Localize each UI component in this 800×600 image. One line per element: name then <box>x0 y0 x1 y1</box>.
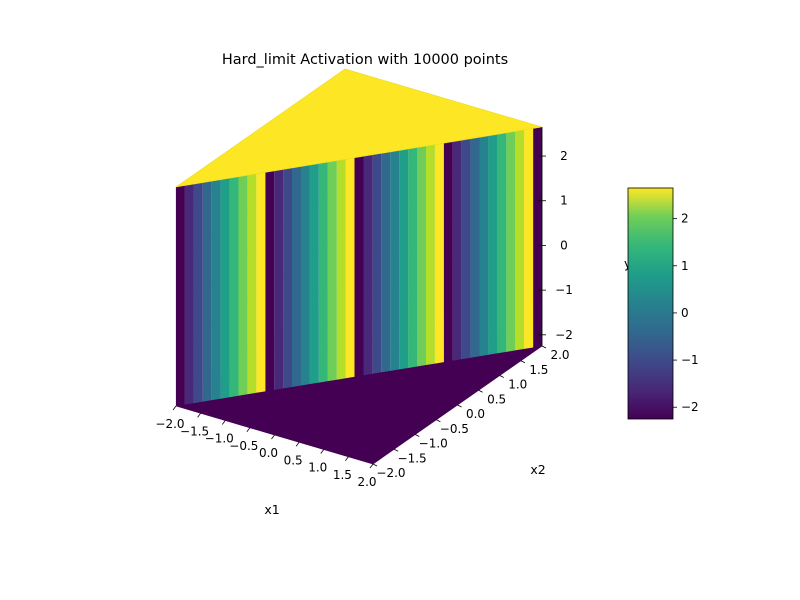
y-tick-mark <box>393 448 399 452</box>
step-wall-segment <box>381 151 391 373</box>
colorbar-tick-label: 2 <box>681 212 689 226</box>
x-tick-label: 0.5 <box>284 453 303 467</box>
step-wall-segment <box>479 135 489 357</box>
z-axis: −2 −1 0 1 2 <box>538 127 573 346</box>
step-wall-segment <box>193 182 203 404</box>
step-wall-segment <box>363 154 373 376</box>
x-tick-mark <box>295 442 300 447</box>
x-tick-label: 0.0 <box>259 446 278 460</box>
y-axis-label: x2 <box>530 462 545 477</box>
y-tick-mark <box>372 463 378 467</box>
step-wall-segment <box>354 156 364 377</box>
step-wall-segment <box>265 170 275 392</box>
step-wall-segment <box>399 149 409 370</box>
step-wall-segment <box>318 162 328 383</box>
chart-title: Hard_limit Activation with 10000 points <box>222 52 508 68</box>
x-tick-label: −2.0 <box>155 417 184 431</box>
step-wall-segment <box>247 173 257 395</box>
step-wall-segment <box>309 163 319 384</box>
step-wall-segment <box>274 169 284 390</box>
step-wall-segment <box>345 157 355 379</box>
x-axis-label: x1 <box>264 502 279 517</box>
x-tick-label: 1.0 <box>308 461 327 475</box>
x-tick-mark <box>197 413 201 418</box>
step-wall-segment <box>434 143 444 364</box>
z-tick-label: −1 <box>555 283 573 297</box>
colorbar: −2 −1 0 1 2 <box>627 187 699 420</box>
x-tick-mark <box>320 449 325 454</box>
step-wall-segment <box>327 160 337 382</box>
step-wall-segment <box>417 146 426 367</box>
z-tick-label: 1 <box>560 194 568 208</box>
step-wall-segment <box>533 127 542 348</box>
y-tick-mark <box>520 360 526 364</box>
y-tick-mark <box>415 434 420 437</box>
colorbar-tick-label: −1 <box>681 353 699 367</box>
step-wall-segment <box>372 153 382 374</box>
z-tick-label: 2 <box>560 149 568 163</box>
y-tick-label: −1.0 <box>419 437 448 451</box>
step-wall-segment <box>220 178 230 399</box>
x-axis: −2.0−1.5−1.0−0.50.0 0.5 1.0 1.5 2.0 <box>155 405 377 489</box>
step-wall-segment <box>301 165 310 386</box>
y-tick-label: 0.5 <box>487 392 506 406</box>
y-tick-label: −2.0 <box>376 466 405 480</box>
step-wall-segment <box>283 168 292 389</box>
colorbar-tick-label: −2 <box>681 400 699 414</box>
y-tick-mark <box>478 389 483 393</box>
y-tick-label: 1.0 <box>508 378 527 392</box>
colorbar-ticks: −2 −1 0 1 2 <box>673 212 699 414</box>
step-wall-segment <box>408 147 417 368</box>
step-wall-segment <box>515 129 525 351</box>
high-plane <box>175 68 543 188</box>
x-tick-label: −1.0 <box>205 432 234 446</box>
step-wall-segment <box>470 137 480 358</box>
step-wall-segment <box>506 131 516 352</box>
step-wall-segment <box>443 141 453 363</box>
step-wall-segment <box>176 185 185 406</box>
y-tick-mark <box>499 375 504 378</box>
y-axis: −2.0−1.5−1.0−0.50.00.51.01.52.0 <box>372 345 570 480</box>
z-tick-label: −2 <box>555 328 573 342</box>
y-tick-mark <box>541 345 547 349</box>
step-wall-segment <box>238 175 248 396</box>
step-wall-segment <box>426 144 435 365</box>
x-tick-label: −0.5 <box>229 439 258 453</box>
step-wall-segment <box>184 184 194 405</box>
y-tick-mark <box>457 404 462 408</box>
step-wall-segment <box>461 138 471 360</box>
x-tick-mark <box>221 420 226 425</box>
step-wall-segment <box>452 140 462 361</box>
step-wall-segment <box>488 134 498 355</box>
x-tick-mark <box>246 427 251 432</box>
y-tick-label: 1.5 <box>529 363 548 377</box>
surface <box>175 68 543 465</box>
colorbar-tick-label: 1 <box>681 259 689 273</box>
step-wall-segment <box>524 128 534 349</box>
step-wall-segment <box>497 132 507 354</box>
y-tick-label: 0.0 <box>466 407 485 421</box>
x-tick-label: −1.5 <box>180 424 209 438</box>
x-tick-mark <box>172 405 177 411</box>
step-wall-segment <box>336 159 346 380</box>
x-tick-label: 2.0 <box>357 475 376 489</box>
step-wall-segment <box>229 176 239 398</box>
step-wall-segment <box>256 172 266 393</box>
step-wall-segment <box>390 150 400 371</box>
step-wall-segment <box>211 179 221 401</box>
y-tick-label: −1.5 <box>398 451 427 465</box>
y-tick-label: −0.5 <box>440 422 469 436</box>
z-tick-label: 0 <box>560 238 568 252</box>
x-tick-mark <box>369 463 374 469</box>
colorbar-tick-label: 0 <box>681 306 689 320</box>
colorbar-gradient <box>627 187 674 420</box>
x-tick-mark <box>345 456 349 461</box>
x-tick-mark <box>271 434 275 440</box>
step-wall-segment <box>292 166 301 387</box>
x-tick-label: 1.5 <box>333 468 352 482</box>
y-tick-mark <box>436 419 441 423</box>
step-wall-segment <box>202 181 212 402</box>
y-tick-label: 2.0 <box>550 348 569 362</box>
